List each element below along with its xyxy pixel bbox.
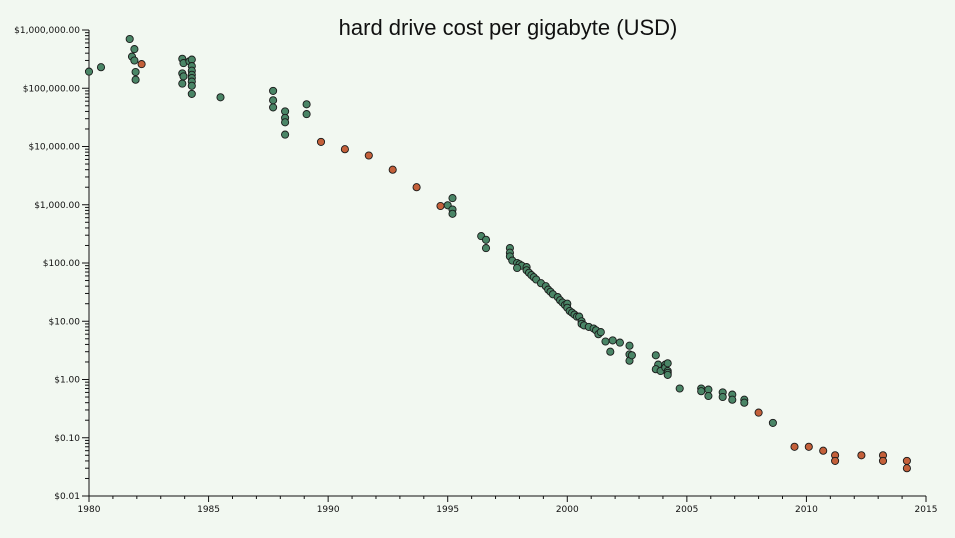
data-point-green [130,45,139,54]
data-point-orange [754,408,763,417]
data-point-green [130,56,139,65]
data-point-green [131,67,140,77]
data-point-green [663,359,672,368]
data-point-green [606,347,615,356]
x-tick-label: 1980 [78,505,101,515]
data-point-green [84,67,94,76]
data-point-green [187,81,196,90]
x-tick-label: 1985 [197,505,220,515]
data-point-green [651,351,660,360]
data-point-orange [364,151,373,160]
y-tick-label: $1,000,000.00 [14,26,80,36]
data-point-green [481,235,491,244]
data-point-green [663,370,672,379]
x-axis-ticks: 1980 1985 1990 1995 2000 2005 2010 2015 [78,496,938,515]
data-point-green [728,395,737,404]
data-point-green [768,418,777,427]
x-tick-label: 1990 [317,505,340,515]
data-point-green [302,100,311,109]
y-tick-label: $100.00 [43,259,80,269]
data-point-orange [316,137,326,146]
y-tick-label: $0.01 [54,492,80,502]
data-point-green [625,341,634,350]
data-point-green [448,209,457,218]
data-point-orange [388,165,397,174]
data-point-orange [902,464,911,473]
y-tick-label: $1,000.00 [34,201,80,211]
data-point-green [302,110,311,119]
x-tick-label: 2000 [556,505,579,515]
x-tick-label: 2010 [795,505,818,515]
data-point-green [481,244,491,253]
data-points [84,34,911,473]
y-tick-label: $10,000.00 [28,143,80,153]
data-point-green [697,387,706,396]
data-point-green [187,89,196,98]
data-point-green [601,337,610,346]
data-point-green [513,263,522,273]
data-point-orange [878,456,888,465]
data-point-orange [436,201,445,211]
data-point-green [448,194,457,203]
data-point-green [608,336,617,345]
data-point-green [131,75,140,84]
data-point-orange [790,442,799,451]
data-point-orange [902,456,911,465]
data-point-green [125,34,134,44]
data-point-green [269,96,278,105]
data-point-green [281,130,290,139]
data-point-orange [804,442,813,451]
data-point-green [96,63,106,72]
data-point-green [704,391,713,401]
data-point-orange [831,456,840,465]
y-tick-label: $100,000.00 [23,84,81,94]
data-point-green [216,93,225,102]
data-point-orange [857,451,866,460]
chart-title: hard drive cost per gigabyte (USD) [339,15,678,40]
data-point-green [269,103,278,112]
data-point-orange [137,60,146,69]
data-point-orange [412,183,421,192]
data-point-green [281,118,290,127]
y-axis-ticks: $0.01 $0.10 $1.00 $10.00 $100.00 $1,000.00 $10… [14,26,89,502]
y-tick-label: $1.00 [54,376,80,386]
y-tick-label: $10.00 [49,317,81,327]
x-tick-label: 2015 [915,505,938,515]
data-point-green [178,79,187,88]
data-point-green [718,392,727,402]
data-point-green [627,351,636,360]
data-point-green [596,328,605,337]
data-point-green [615,338,624,347]
data-point-orange [340,145,349,154]
y-tick-label: $0.10 [54,434,80,444]
data-point-green [675,384,684,393]
data-point-orange [819,446,828,455]
x-tick-label: 1995 [436,505,459,515]
data-point-green [269,86,278,95]
axes [88,30,926,497]
x-tick-label: 2005 [675,505,698,515]
data-point-green [740,398,749,407]
data-point-green [179,72,188,81]
